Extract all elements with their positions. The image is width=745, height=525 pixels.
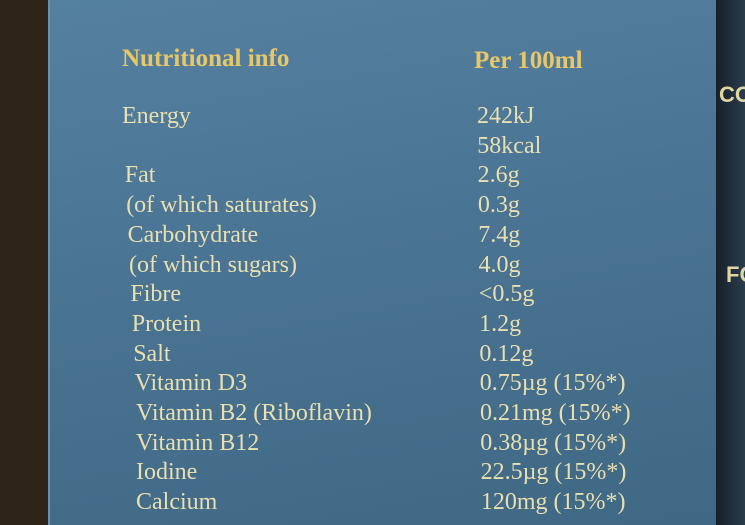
nutrient-label: Fibre: [130, 281, 182, 308]
nutrient-value: 242kJ: [477, 103, 535, 129]
nutrient-value: 4.0g: [478, 251, 521, 278]
side-text: CO: [719, 82, 745, 107]
nutrient-label: (of which sugars): [129, 251, 297, 278]
nutrient-label: Salt: [133, 340, 171, 367]
nutrient-label: Fat: [124, 162, 156, 189]
nutrient-value: 58kcal: [477, 132, 542, 159]
nutrient-label: Calcium: [136, 489, 218, 516]
nutrient-label: Iodine: [136, 459, 198, 486]
nutrient-value: 2.6g: [477, 162, 520, 189]
nutrient-label: Protein: [131, 310, 202, 337]
side-edge: CO FC: [716, 0, 745, 525]
nutrient-label: (of which saturates): [126, 192, 317, 219]
nutrient-value: 0.38µg (15%*): [480, 429, 627, 456]
nutrient-label: Vitamin D3: [134, 370, 248, 397]
column-header: Per 100ml: [474, 47, 583, 74]
side-text: FC: [726, 262, 745, 287]
nutrient-value: 22.5µg (15%*): [480, 459, 627, 486]
nutrient-label: Vitamin B12: [136, 429, 260, 456]
nutrient-label: Carbohydrate: [127, 221, 259, 248]
nutrient-value: 0.21mg (15%*): [480, 400, 631, 426]
nutrient-value: 1.2g: [479, 310, 522, 337]
label-panel: Nutritional info Per 100ml Energy 242kJ 58…: [48, 0, 718, 525]
nutrient-value: 0.75µg (15%*): [479, 370, 626, 397]
nutrient-value: 7.4g: [478, 221, 521, 248]
nutrient-value: 0.3g: [477, 192, 520, 219]
table-title: Nutritional info: [122, 45, 290, 72]
nutrient-label: Energy: [122, 103, 191, 129]
nutrient-label: Vitamin B2 (Riboflavin): [136, 400, 372, 426]
nutrient-value: <0.5g: [478, 281, 535, 308]
nutrient-value: 0.12g: [479, 340, 534, 367]
nutrient-value: 120mg (15%*): [480, 489, 626, 516]
